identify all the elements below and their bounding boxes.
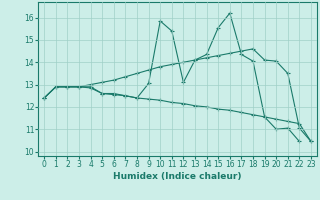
X-axis label: Humidex (Indice chaleur): Humidex (Indice chaleur)	[113, 172, 242, 181]
